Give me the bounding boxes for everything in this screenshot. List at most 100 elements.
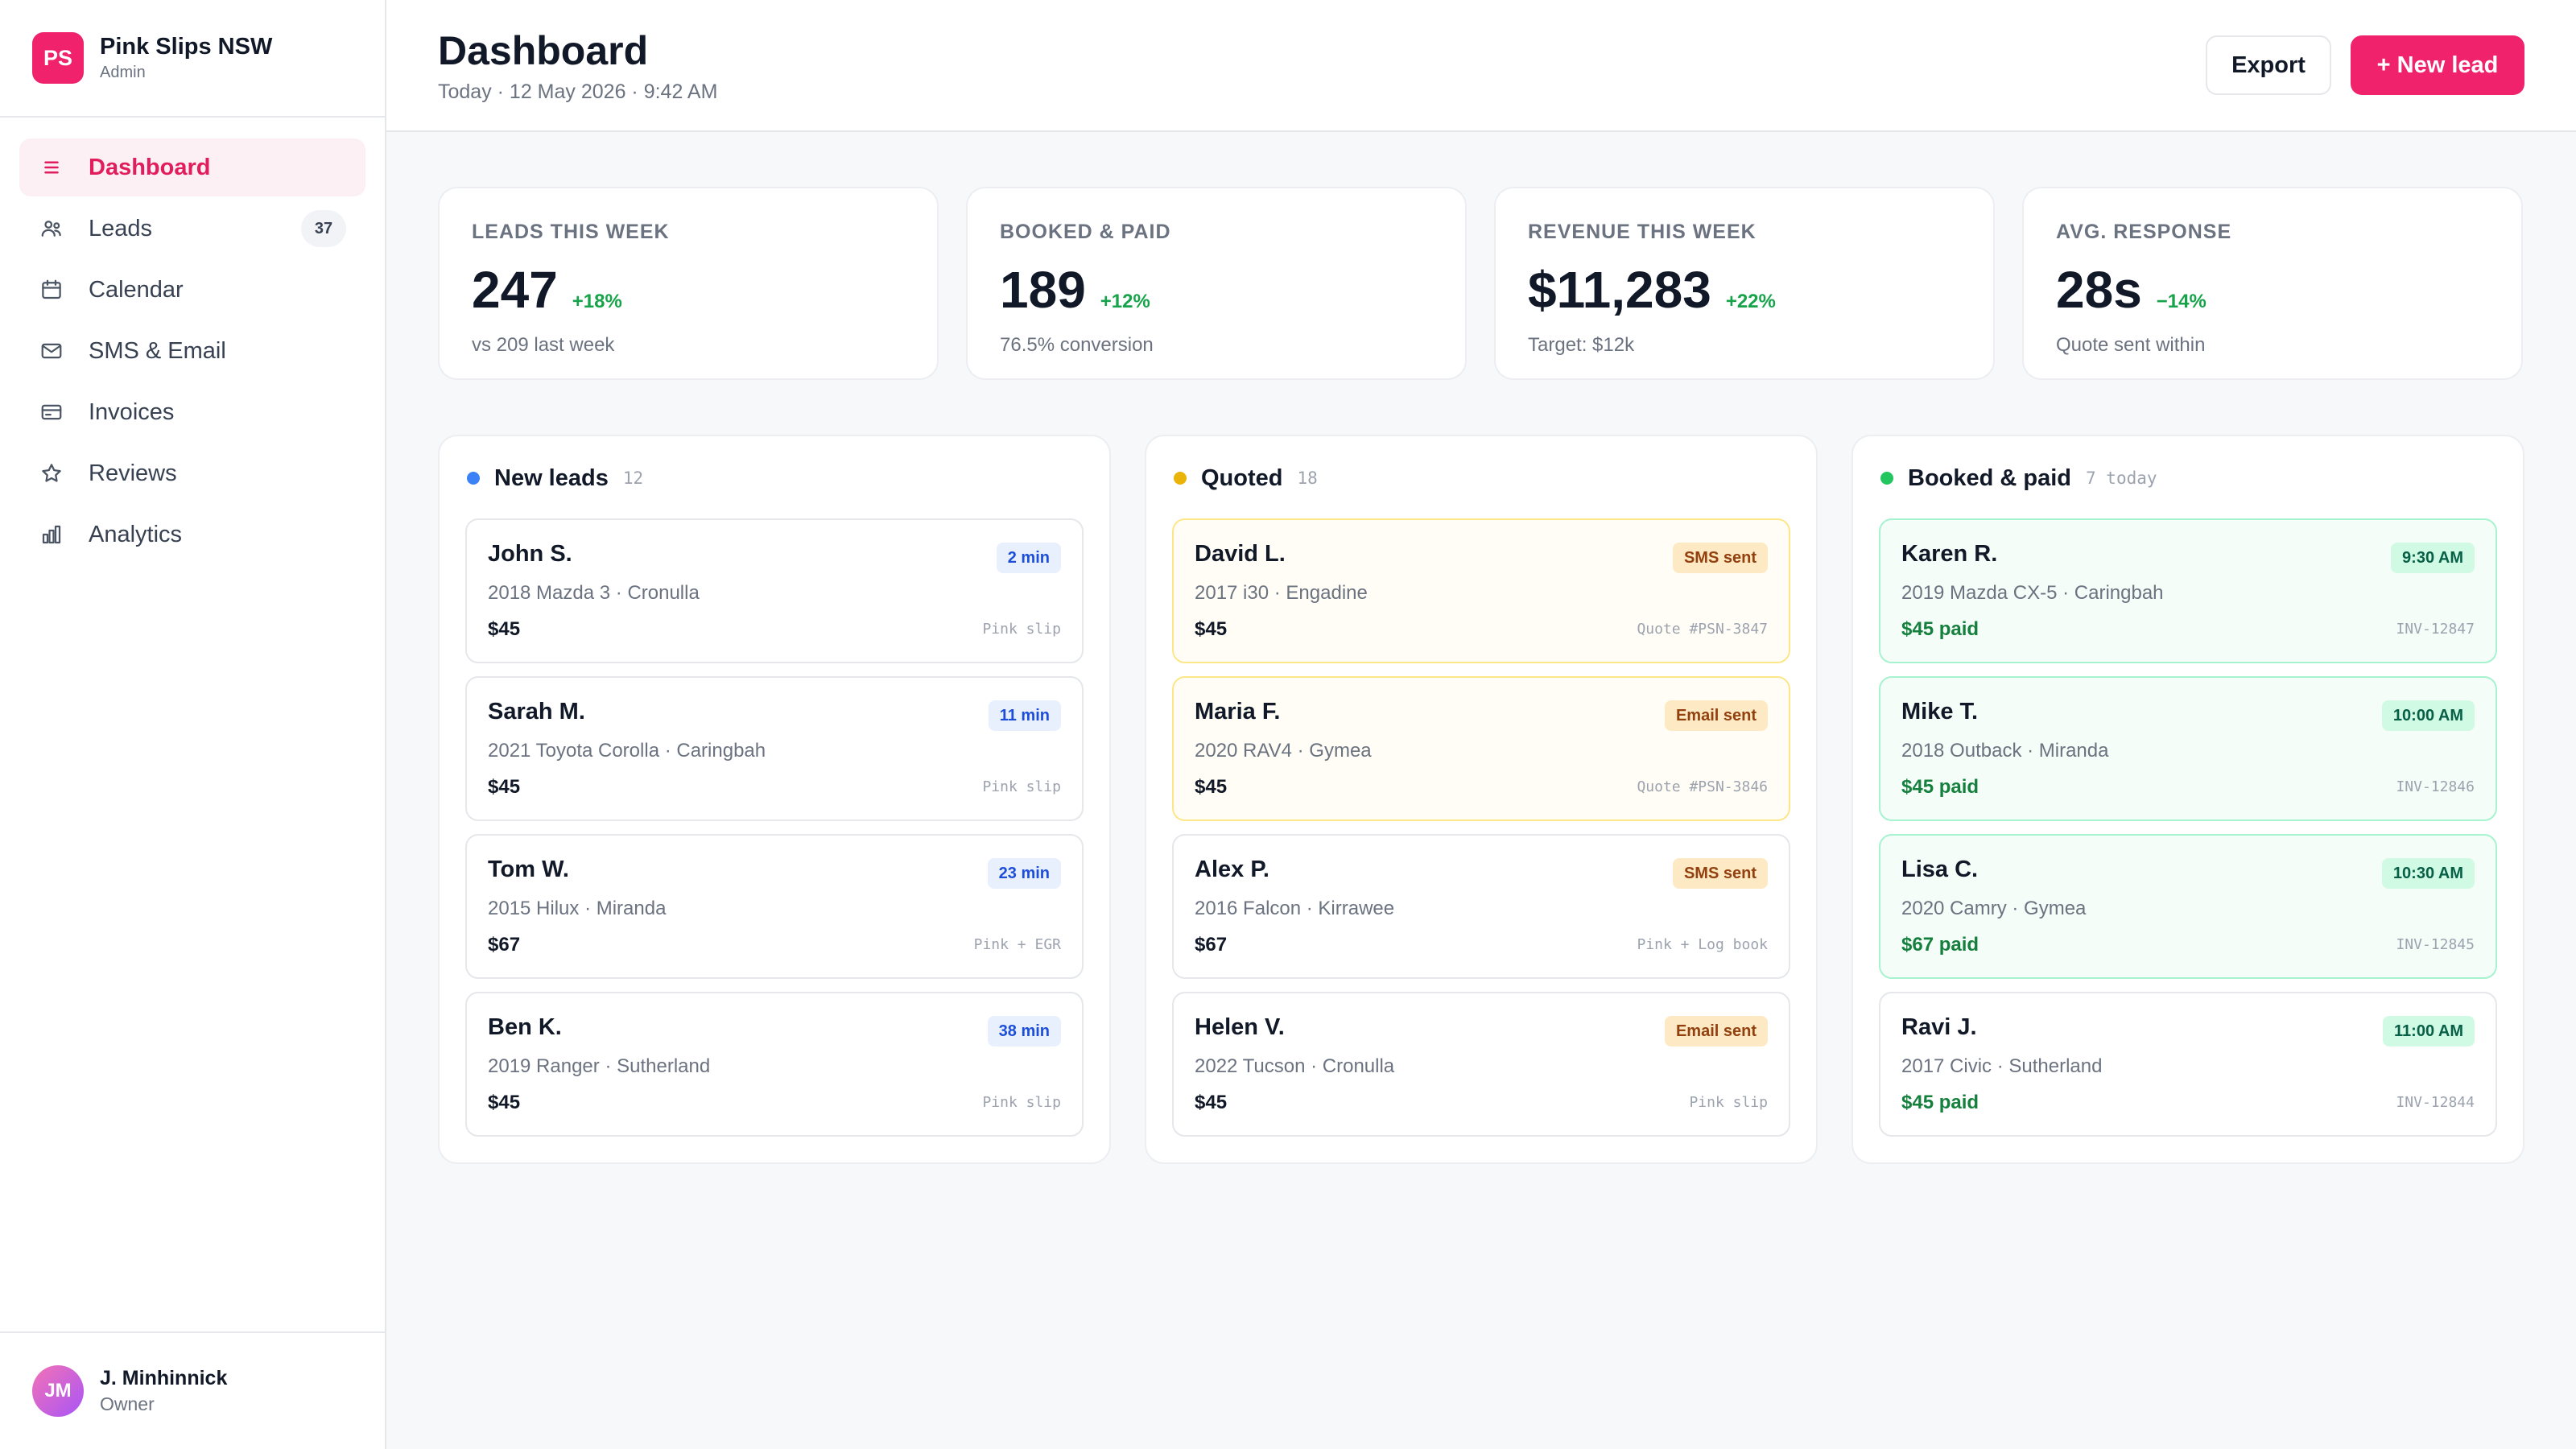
- service-type: Pink slip: [982, 778, 1061, 795]
- sidebar-item-label: Dashboard: [89, 154, 211, 180]
- lead-name: Alex P.: [1195, 857, 1269, 882]
- lead-name: Lisa C.: [1901, 857, 1979, 882]
- price: $45: [1195, 776, 1228, 798]
- stat-card-response: Avg. response 28s −14% Quote sent within: [2022, 187, 2523, 380]
- column-booked-paid: Booked & paid 7 today Karen R. 2019 Mazd…: [1852, 435, 2524, 1164]
- status-badge: SMS sent: [1672, 858, 1768, 889]
- vehicle-info: 2017 Civic · Sutherland: [1901, 1055, 2103, 1077]
- vehicle-info: 2020 RAV4 · Gymea: [1195, 740, 1372, 762]
- column-title: Quoted: [1201, 464, 1283, 491]
- paid-amount: $67 paid: [1901, 934, 1979, 956]
- invoice-number: INV-12845: [2396, 936, 2475, 953]
- invoice-icon: [39, 399, 64, 425]
- status-badge: Email sent: [1664, 700, 1768, 731]
- status-dot: [1880, 472, 1893, 485]
- lead-card[interactable]: David L. 2017 i30 · Engadine $45 SMS sen…: [1172, 518, 1790, 663]
- sidebar-item-calendar[interactable]: Calendar: [19, 261, 365, 319]
- service-type: Pink slip: [982, 1094, 1061, 1111]
- lead-card[interactable]: John S. 2018 Mazda 3 · Cronulla $45 2 mi…: [465, 518, 1084, 663]
- users-icon: [39, 216, 64, 242]
- service-type: Pink + Log book: [1637, 936, 1768, 953]
- stat-label: Booked & paid: [1000, 221, 1171, 243]
- lead-card[interactable]: Ben K. 2019 Ranger · Sutherland $45 38 m…: [465, 992, 1084, 1137]
- sidebar-item-analytics[interactable]: Analytics: [19, 506, 365, 564]
- lead-card[interactable]: Helen V. 2022 Tucson · Cronulla $45 Emai…: [1172, 992, 1790, 1137]
- column-count: 7 today: [2086, 469, 2157, 488]
- time-badge: 2 min: [996, 543, 1061, 573]
- sidebar-item-reviews[interactable]: Reviews: [19, 444, 365, 502]
- stat-subtext: vs 209 last week: [472, 334, 615, 356]
- price: $67: [1195, 934, 1228, 956]
- sidebar-item-label: Leads: [89, 215, 153, 242]
- service-type: Pink slip: [982, 621, 1061, 638]
- time-badge: 11 min: [988, 700, 1061, 731]
- sidebar: PS Pink Slips NSW Admin Dashboard Leads …: [0, 0, 386, 1449]
- stat-delta: −14%: [2156, 291, 2207, 312]
- stat-label: Revenue this week: [1528, 221, 1757, 243]
- lead-name: Ben K.: [488, 1014, 562, 1040]
- stat-delta: +18%: [572, 291, 622, 312]
- vehicle-info: 2022 Tucson · Cronulla: [1195, 1055, 1395, 1077]
- status-dot: [467, 472, 480, 485]
- price: $45: [1195, 618, 1228, 640]
- stat-label: Avg. response: [2056, 221, 2232, 243]
- page-subtitle: Today · 12 May 2026 · 9:42 AM: [438, 80, 718, 103]
- sidebar-item-leads[interactable]: Leads 37: [19, 200, 365, 258]
- lead-card[interactable]: Ravi J. 2017 Civic · Sutherland $45 paid…: [1879, 992, 2497, 1137]
- status-badge: Email sent: [1664, 1016, 1768, 1046]
- lead-name: Sarah M.: [488, 699, 585, 724]
- lead-card[interactable]: Alex P. 2016 Falcon · Kirrawee $67 SMS s…: [1172, 834, 1790, 979]
- lead-card[interactable]: Maria F. 2020 RAV4 · Gymea $45 Email sen…: [1172, 676, 1790, 821]
- quote-number: Quote #PSN-3846: [1637, 778, 1768, 795]
- vehicle-info: 2018 Mazda 3 · Cronulla: [488, 582, 700, 604]
- price: $67: [488, 934, 521, 956]
- lead-card[interactable]: Sarah M. 2021 Toyota Corolla · Caringbah…: [465, 676, 1084, 821]
- stat-card-leads: Leads this week 247 +18% vs 209 last wee…: [438, 187, 939, 380]
- price: $45: [488, 618, 521, 640]
- invoice-number: INV-12846: [2396, 778, 2475, 795]
- stat-card-booked: Booked & paid 189 +12% 76.5% conversion: [966, 187, 1467, 380]
- stat-card-revenue: Revenue this week $11,283 +22% Target: $…: [1494, 187, 1995, 380]
- booking-time-badge: 11:00 AM: [2383, 1016, 2475, 1046]
- sidebar-item-invoices[interactable]: Invoices: [19, 383, 365, 441]
- booking-time-badge: 10:30 AM: [2381, 858, 2475, 889]
- new-lead-button[interactable]: + New lead: [2351, 35, 2524, 95]
- vehicle-info: 2019 Mazda CX-5 · Caringbah: [1901, 582, 2164, 604]
- menu-icon: [39, 155, 64, 180]
- sidebar-item-label: Calendar: [89, 276, 184, 303]
- column-new-leads: New leads 12 John S. 2018 Mazda 3 · Cron…: [438, 435, 1111, 1164]
- paid-amount: $45 paid: [1901, 1092, 1979, 1113]
- lead-name: Mike T.: [1901, 699, 1979, 724]
- column-title: Booked & paid: [1908, 464, 2072, 491]
- lead-card[interactable]: Mike T. 2018 Outback · Miranda $45 paid …: [1879, 676, 2497, 821]
- lead-card[interactable]: Tom W. 2015 Hilux · Miranda $67 23 min P…: [465, 834, 1084, 979]
- time-badge: 38 min: [987, 1016, 1061, 1046]
- user-role: Owner: [100, 1393, 155, 1414]
- export-button[interactable]: Export: [2206, 35, 2331, 95]
- stat-value: 28s: [2056, 261, 2142, 319]
- sidebar-item-dashboard[interactable]: Dashboard: [19, 138, 365, 196]
- user-name: J. Minhinnick: [100, 1367, 228, 1389]
- service-type: Pink slip: [1689, 1094, 1768, 1111]
- paid-amount: $45 paid: [1901, 776, 1979, 798]
- column-count: 18: [1297, 469, 1318, 488]
- stat-delta: +22%: [1725, 291, 1776, 312]
- brand[interactable]: PS Pink Slips NSW Admin: [0, 0, 385, 118]
- lead-card[interactable]: Karen R. 2019 Mazda CX-5 · Caringbah $45…: [1879, 518, 2497, 663]
- column-count: 12: [622, 469, 644, 488]
- bar-chart-icon: [39, 522, 64, 547]
- lead-name: David L.: [1195, 541, 1286, 567]
- stat-delta: +12%: [1100, 291, 1150, 312]
- lead-card[interactable]: Lisa C. 2020 Camry · Gymea $67 paid 10:3…: [1879, 834, 2497, 979]
- lead-name: Tom W.: [488, 857, 569, 882]
- user-profile[interactable]: JM J. Minhinnick Owner: [0, 1331, 385, 1449]
- stat-value: 189: [1000, 261, 1086, 319]
- lead-name: Helen V.: [1195, 1014, 1285, 1040]
- vehicle-info: 2018 Outback · Miranda: [1901, 740, 2109, 762]
- stat-subtext: 76.5% conversion: [1000, 334, 1154, 356]
- brand-name: Pink Slips NSW: [100, 34, 273, 60]
- avatar: JM: [32, 1365, 84, 1417]
- stat-value: 247: [472, 261, 558, 319]
- service-type: Pink + EGR: [973, 936, 1061, 953]
- sidebar-item-sms-email[interactable]: SMS & Email: [19, 322, 365, 380]
